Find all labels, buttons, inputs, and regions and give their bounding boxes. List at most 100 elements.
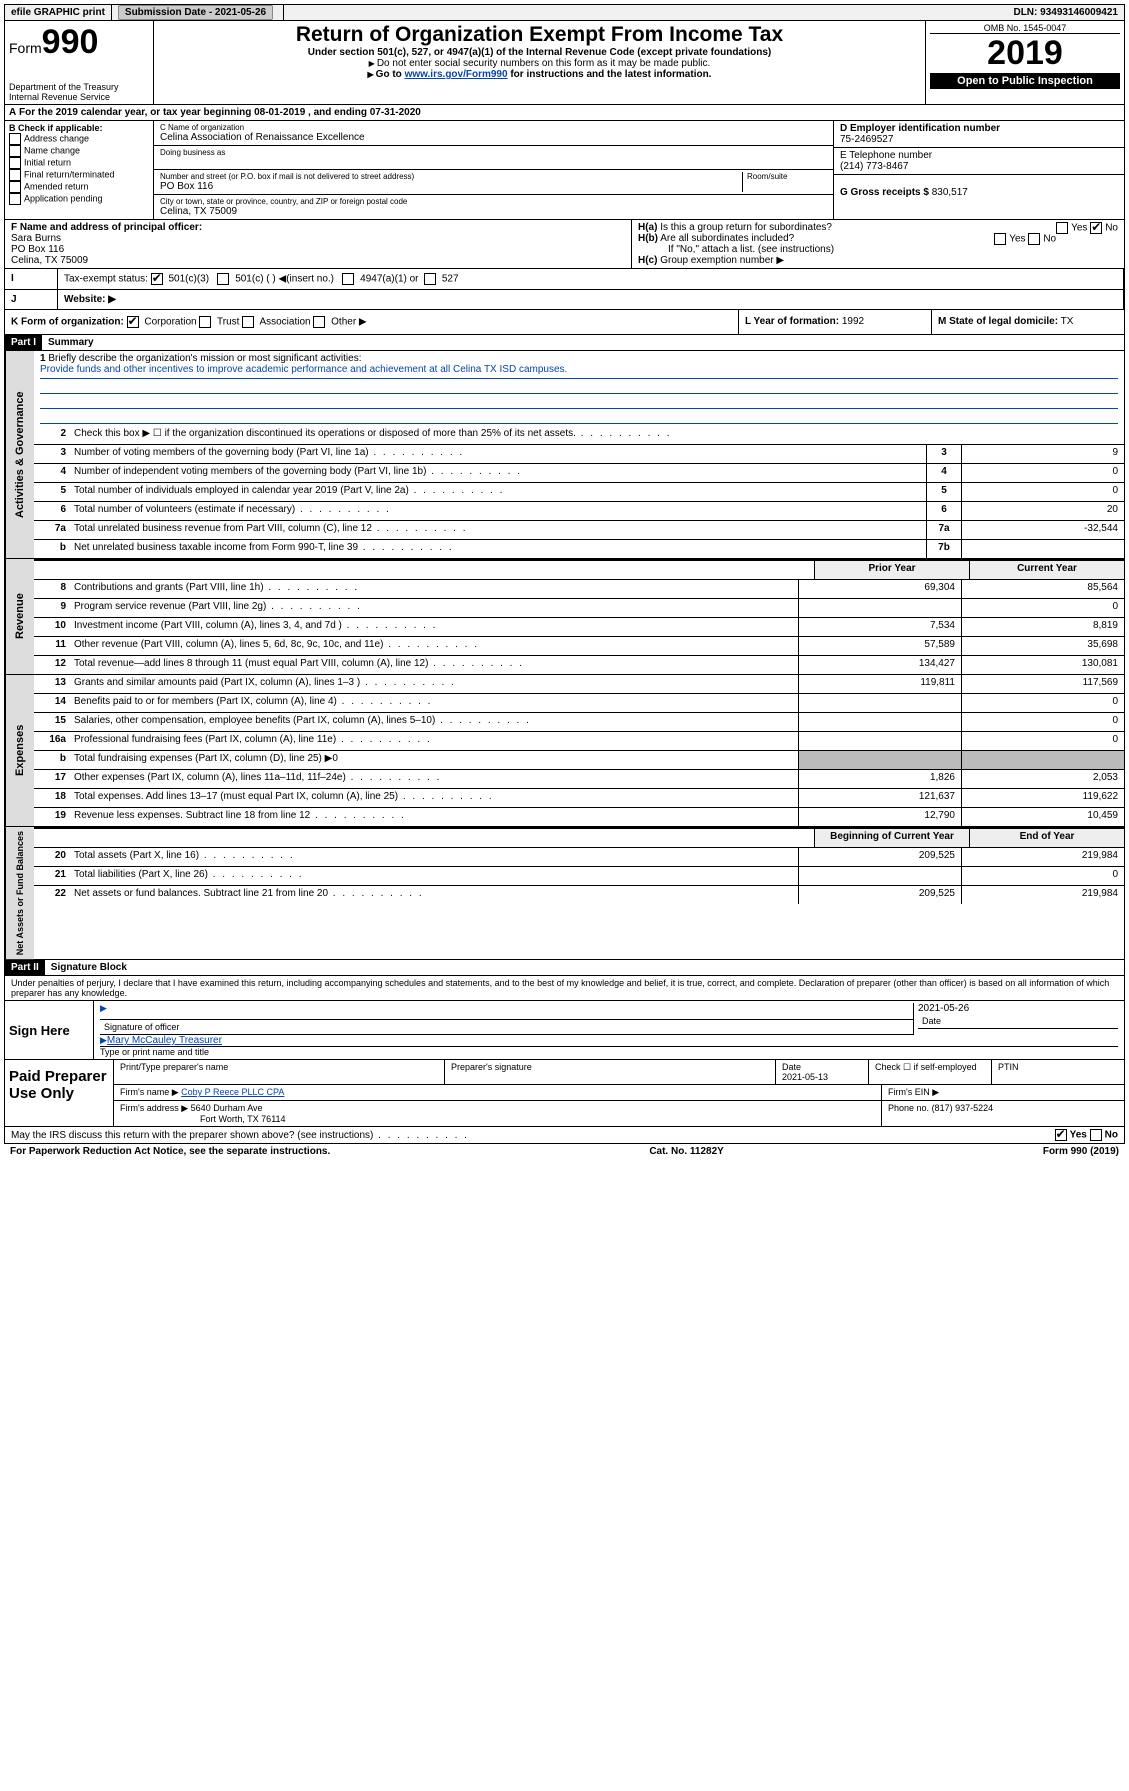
exp-line: 16aProfessional fundraising fees (Part I… xyxy=(34,732,1124,751)
dln: DLN: 93493146009421 xyxy=(1007,5,1124,20)
exp-line: bTotal fundraising expenses (Part IX, co… xyxy=(34,751,1124,770)
box-m: M State of legal domicile: TX xyxy=(931,310,1124,334)
firm-name: Coby P Reece PLLC CPA xyxy=(181,1087,284,1097)
exp-line: 17Other expenses (Part IX, column (A), l… xyxy=(34,770,1124,789)
gov-line: 7aTotal unrelated business revenue from … xyxy=(34,521,1124,540)
form-number: Form990 xyxy=(9,23,149,62)
i-527[interactable] xyxy=(424,273,436,285)
box-d: D Employer identification number 75-2469… xyxy=(834,121,1124,148)
gov-line: bNet unrelated business taxable income f… xyxy=(34,540,1124,558)
dept-label: Department of the Treasury Internal Reve… xyxy=(9,82,149,102)
discuss-yes[interactable] xyxy=(1055,1129,1067,1141)
prep-date: 2021-05-13 xyxy=(782,1072,828,1082)
exp-line: 18Total expenses. Add lines 13–17 (must … xyxy=(34,789,1124,808)
rev-line: 8Contributions and grants (Part VIII, li… xyxy=(34,580,1124,599)
i-4947[interactable] xyxy=(342,273,354,285)
gov-line: 5Total number of individuals employed in… xyxy=(34,483,1124,502)
omb-no: OMB No. 1545-0047 xyxy=(930,23,1120,34)
hb-no[interactable] xyxy=(1028,233,1040,245)
hb-yes[interactable] xyxy=(994,233,1006,245)
section-klm: K Form of organization: Corporation Trus… xyxy=(4,310,1125,335)
period-row: A For the 2019 calendar year, or tax yea… xyxy=(4,105,1125,121)
k-corp[interactable] xyxy=(127,316,139,328)
ha-yes[interactable] xyxy=(1056,222,1068,234)
tax-year: 2019 xyxy=(930,34,1120,73)
i-501c[interactable] xyxy=(217,273,229,285)
checkbox-initial-return[interactable] xyxy=(9,157,21,169)
form-note1: Do not enter social security numbers on … xyxy=(158,58,921,69)
officer-name: Mary McCauley Treasurer xyxy=(107,1035,222,1046)
section-revenue: Revenue Prior Year Current Year 8Contrib… xyxy=(4,559,1125,675)
sign-date: 2021-05-26 xyxy=(918,1003,1118,1014)
net-line: 21Total liabilities (Part X, line 26)0 xyxy=(34,867,1124,886)
section-expenses: Expenses 13Grants and similar amounts pa… xyxy=(4,675,1125,827)
section-fh: F Name and address of principal officer:… xyxy=(4,220,1125,269)
checkbox-name-change[interactable] xyxy=(9,145,21,157)
irs-link[interactable]: www.irs.gov/Form990 xyxy=(405,69,508,80)
box-f: F Name and address of principal officer:… xyxy=(5,220,632,268)
org-name: Celina Association of Renaissance Excell… xyxy=(160,132,827,143)
checkbox-amended[interactable] xyxy=(9,181,21,193)
k-trust[interactable] xyxy=(199,316,211,328)
rev-line: 12Total revenue—add lines 8 through 11 (… xyxy=(34,656,1124,674)
section-ij: I Tax-exempt status: 501(c)(3) 501(c) ( … xyxy=(4,269,1125,290)
side-netassets: Net Assets or Fund Balances xyxy=(5,827,34,959)
section-netassets: Net Assets or Fund Balances Beginning of… xyxy=(4,827,1125,960)
side-governance: Activities & Governance xyxy=(5,351,34,558)
exp-line: 19Revenue less expenses. Subtract line 1… xyxy=(34,808,1124,826)
form-title: Return of Organization Exempt From Incom… xyxy=(158,23,921,47)
net-line: 20Total assets (Part X, line 16)209,5252… xyxy=(34,848,1124,867)
discuss-no[interactable] xyxy=(1090,1129,1102,1141)
part1-header: Part I Summary xyxy=(4,335,1125,351)
gov-line: 2Check this box ▶ ☐ if the organization … xyxy=(34,426,1124,445)
perjury-text: Under penalties of perjury, I declare th… xyxy=(4,976,1125,1001)
i-501c3[interactable] xyxy=(151,273,163,285)
paid-preparer-block: Paid Preparer Use Only Print/Type prepar… xyxy=(4,1060,1125,1127)
box-c: C Name of organization Celina Associatio… xyxy=(154,121,833,219)
form-header: Form990 Department of the Treasury Inter… xyxy=(4,21,1125,105)
gov-line: 4Number of independent voting members of… xyxy=(34,464,1124,483)
section-governance: Activities & Governance 1 Briefly descri… xyxy=(4,351,1125,559)
discuss-row: May the IRS discuss this return with the… xyxy=(4,1127,1125,1144)
checkbox-app-pending[interactable] xyxy=(9,193,21,205)
gov-line: 6Total number of volunteers (estimate if… xyxy=(34,502,1124,521)
section-bcdeg: B Check if applicable: Address change Na… xyxy=(4,121,1125,220)
box-g: G Gross receipts $ 830,517 xyxy=(834,175,1124,200)
net-line: 22Net assets or fund balances. Subtract … xyxy=(34,886,1124,904)
footer: For Paperwork Reduction Act Notice, see … xyxy=(4,1144,1125,1159)
mission: 1 Briefly describe the organization's mi… xyxy=(34,351,1124,426)
exp-line: 13Grants and similar amounts paid (Part … xyxy=(34,675,1124,694)
box-j: Website: ▶ xyxy=(58,290,1124,309)
paid-label: Paid Preparer Use Only xyxy=(5,1060,113,1126)
box-l: L Year of formation: 1992 xyxy=(738,310,931,334)
rev-line: 10Investment income (Part VIII, column (… xyxy=(34,618,1124,637)
ha-no[interactable] xyxy=(1090,222,1102,234)
org-city: Celina, TX 75009 xyxy=(160,206,827,217)
box-h: H(a) Is this a group return for subordin… xyxy=(632,220,1124,268)
form-subtitle: Under section 501(c), 527, or 4947(a)(1)… xyxy=(158,47,921,58)
side-expenses: Expenses xyxy=(5,675,34,826)
box-e: E Telephone number (214) 773-8467 xyxy=(834,148,1124,175)
box-k: K Form of organization: Corporation Trus… xyxy=(5,310,738,334)
rev-line: 9Program service revenue (Part VIII, lin… xyxy=(34,599,1124,618)
k-assoc[interactable] xyxy=(242,316,254,328)
sign-here-block: Sign Here Signature of officer 2021-05-2… xyxy=(4,1001,1125,1060)
part2-header: Part II Signature Block xyxy=(4,960,1125,976)
net-header: Beginning of Current Year End of Year xyxy=(34,827,1124,848)
rev-line: 11Other revenue (Part VIII, column (A), … xyxy=(34,637,1124,656)
open-public: Open to Public Inspection xyxy=(930,73,1120,89)
checkbox-address-change[interactable] xyxy=(9,133,21,145)
gov-line: 3Number of voting members of the governi… xyxy=(34,445,1124,464)
top-bar: efile GRAPHIC print Submission Date - 20… xyxy=(4,4,1125,21)
exp-line: 15Salaries, other compensation, employee… xyxy=(34,713,1124,732)
sign-here-label: Sign Here xyxy=(5,1001,94,1059)
form-note2: Go to www.irs.gov/Form990 for instructio… xyxy=(158,69,921,80)
box-i: Tax-exempt status: 501(c)(3) 501(c) ( ) … xyxy=(58,269,1124,289)
side-revenue: Revenue xyxy=(5,559,34,674)
efile-label: efile GRAPHIC print xyxy=(5,5,112,20)
firm-phone: (817) 937-5224 xyxy=(932,1103,994,1113)
k-other[interactable] xyxy=(313,316,325,328)
org-address: PO Box 116 xyxy=(160,181,742,192)
rev-header: Prior Year Current Year xyxy=(34,559,1124,580)
checkbox-final-return[interactable] xyxy=(9,169,21,181)
